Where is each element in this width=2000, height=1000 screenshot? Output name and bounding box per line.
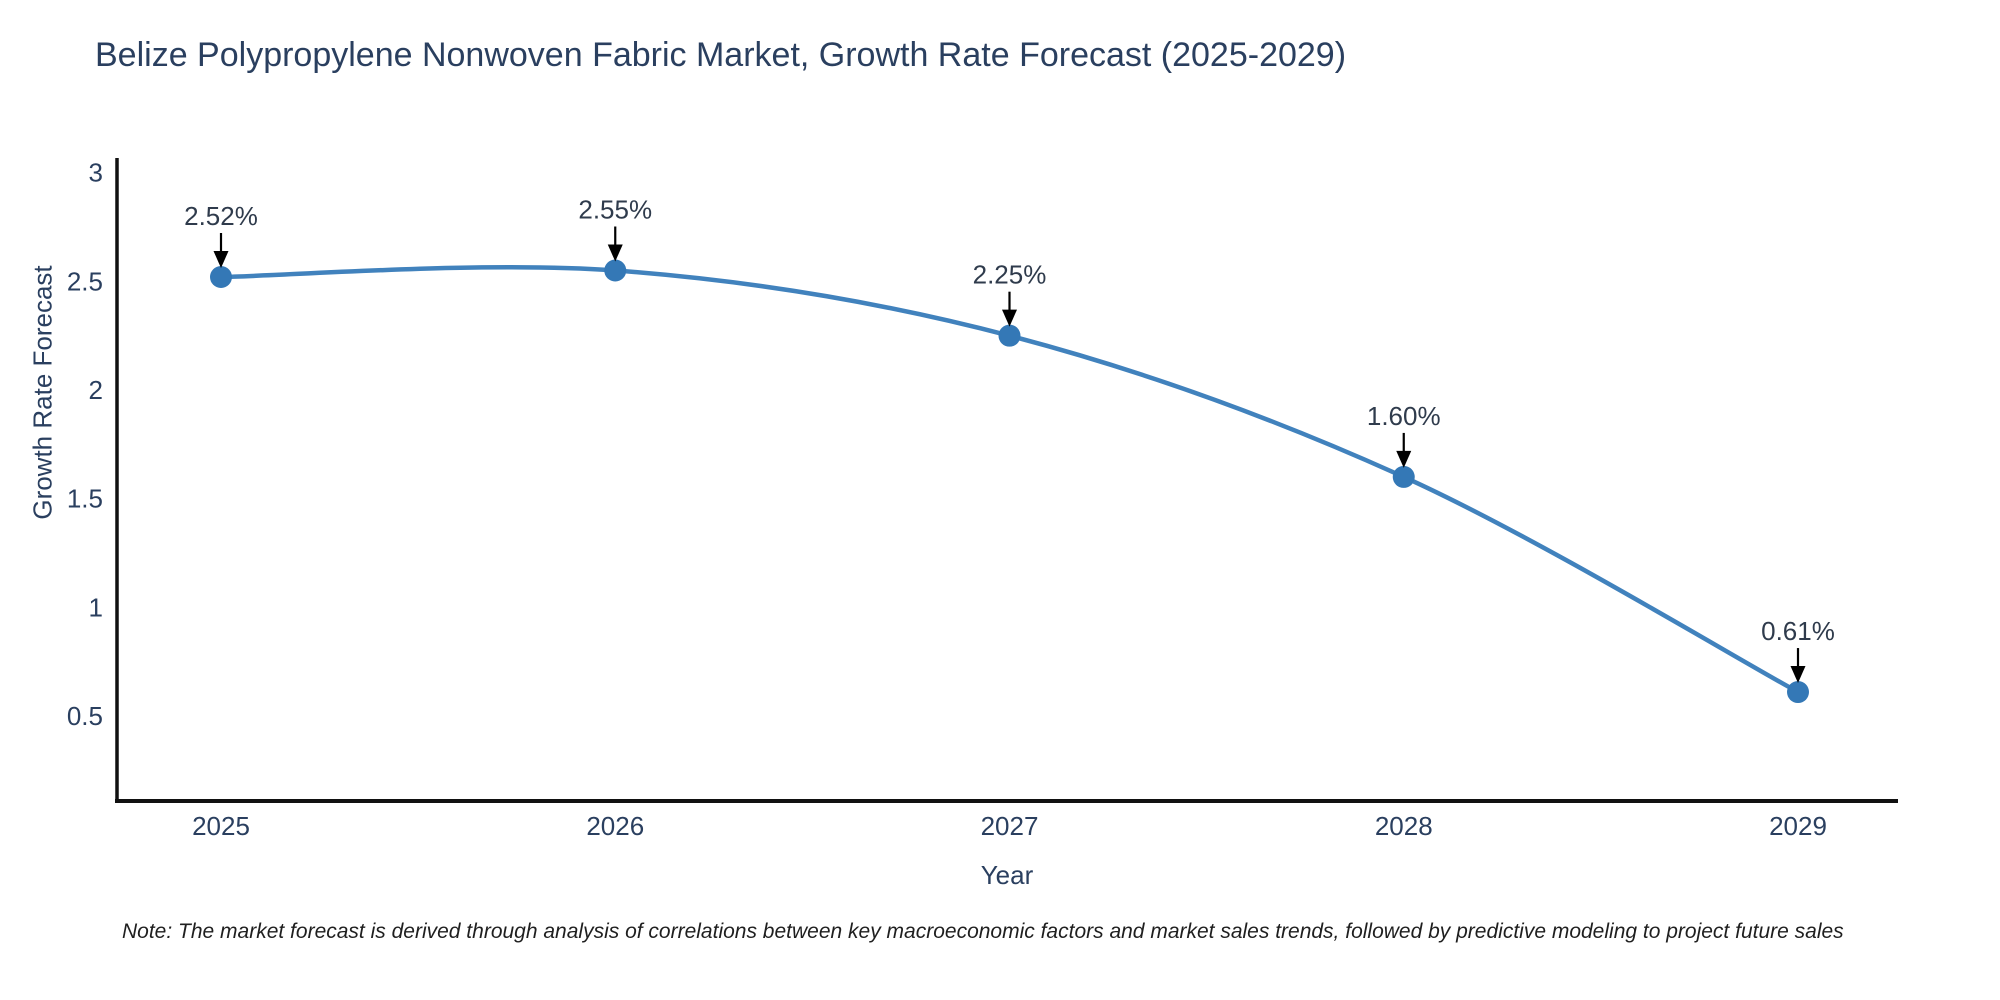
data-point-marker[interactable] xyxy=(210,266,232,289)
x-tick-label: 2028 xyxy=(1375,811,1433,841)
y-tick-label: 3 xyxy=(89,158,103,188)
data-point-marker[interactable] xyxy=(1787,681,1809,704)
y-tick-label: 1 xyxy=(89,592,103,622)
x-tick-label: 2027 xyxy=(981,811,1039,841)
y-tick-label: 2.5 xyxy=(67,266,103,296)
x-tick-label: 2026 xyxy=(586,811,644,841)
annotation-arrow-head xyxy=(1002,309,1017,327)
y-axis-title: Growth Rate Forecast xyxy=(27,265,58,520)
chart-title: Belize Polypropylene Nonwoven Fabric Mar… xyxy=(95,36,1347,74)
data-point-marker[interactable] xyxy=(1392,465,1415,488)
annotation-arrow-head xyxy=(1790,666,1806,684)
annotation-arrow-head xyxy=(607,244,623,262)
footnote: Note: The market forecast is derived thr… xyxy=(122,920,1844,943)
x-axis-title: Year xyxy=(980,860,1034,890)
y-tick-label: 0.5 xyxy=(67,701,103,731)
annotation-arrow-head xyxy=(1396,450,1412,468)
y-tick-label: 2 xyxy=(89,375,103,405)
point-annotation-label: 2.52% xyxy=(184,201,258,231)
x-tick-label: 2029 xyxy=(1769,811,1827,841)
data-point-marker[interactable] xyxy=(604,259,627,282)
annotation-arrow-head xyxy=(213,251,229,269)
point-annotation-label: 0.61% xyxy=(1761,616,1835,646)
point-annotation-label: 1.60% xyxy=(1367,401,1441,431)
y-tick-label: 1.5 xyxy=(67,484,103,514)
data-point-marker[interactable] xyxy=(998,324,1021,347)
point-annotation-label: 2.55% xyxy=(578,194,652,224)
point-annotation-label: 2.25% xyxy=(973,260,1047,290)
x-tick-label: 2025 xyxy=(192,811,250,841)
